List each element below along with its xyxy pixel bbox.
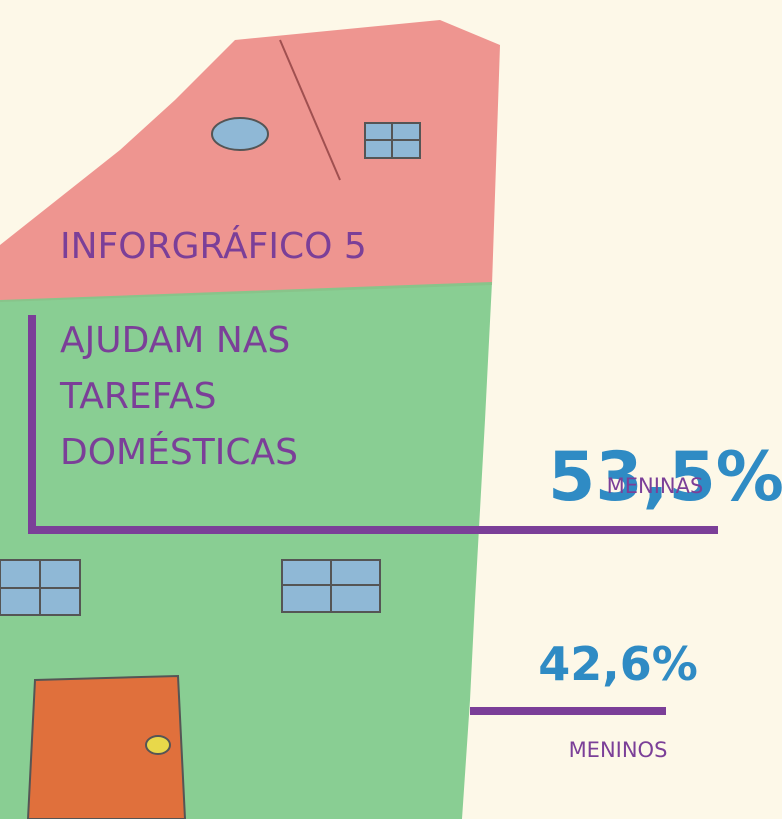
stat-label: MENINOS bbox=[569, 738, 668, 762]
stat-value: 42,6% bbox=[538, 637, 698, 691]
title-line: AJUDAM NAS bbox=[60, 320, 290, 361]
title-line: TAREFAS bbox=[59, 376, 216, 417]
title-line: DOMÉSTICAS bbox=[60, 431, 298, 473]
infographic-label: INFORGRÁFICO 5 bbox=[60, 225, 367, 267]
stat-label: MENINAS bbox=[607, 474, 704, 498]
infographic: INFORGRÁFICO 5 AJUDAM NAS TAREFAS DOMÉST… bbox=[0, 0, 782, 819]
